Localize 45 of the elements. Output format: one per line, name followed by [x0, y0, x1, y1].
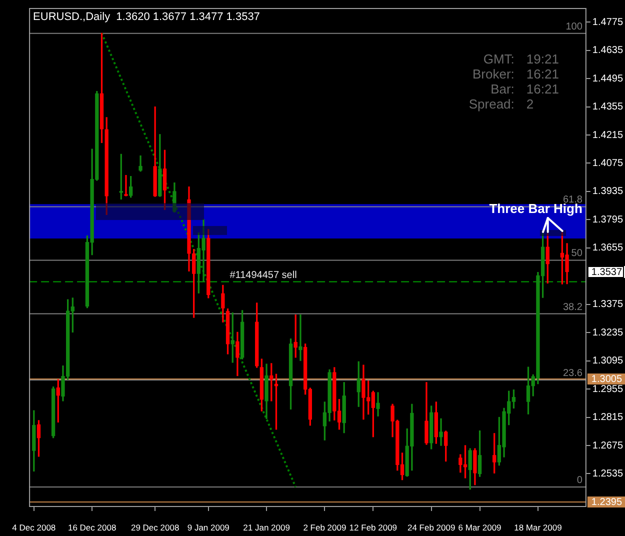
y-tick-label: 1.4215 — [592, 130, 624, 141]
annotation: Three Bar High — [489, 201, 582, 216]
y-tick-label: 1.3375 — [592, 299, 624, 310]
y-tick-label: 1.4355 — [592, 102, 624, 113]
annotation: Bar: 16:21 — [490, 82, 559, 97]
y-tick-label: 1.3235 — [592, 327, 624, 338]
x-tick-label: 18 Mar 2009 — [514, 522, 562, 532]
chart-title: EURUSD.,Daily 1.3620 1.3677 1.3477 1.3537 — [33, 11, 260, 24]
y-tick-label: 1.3795 — [592, 214, 624, 226]
ref-line-label: 50 — [571, 248, 583, 260]
y-tick-label: 1.2535 — [592, 468, 624, 480]
ref-line-label: #11494457 sell — [230, 270, 297, 281]
ref-line-label: 0 — [576, 475, 583, 486]
annotation: GMT: 19:21 — [483, 52, 559, 67]
x-tick-label: 4 Dec 2008 — [12, 522, 56, 532]
annotation: 1.3537 — [591, 266, 622, 278]
y-tick-label: 1.2955 — [592, 384, 624, 395]
y-tick-label: 1.4075 — [592, 158, 624, 169]
y-tick-label: 1.4775 — [592, 16, 624, 28]
candlestick — [298, 314, 302, 361]
x-tick-label: 6 Mar 2009 — [458, 522, 502, 532]
x-tick-label: 21 Jan 2009 — [243, 522, 290, 532]
x-tick-label: 24 Feb 2009 — [407, 522, 456, 532]
annotation: Spread: 2 — [468, 96, 534, 112]
ref-line-label: 23.6 — [562, 368, 583, 379]
y-tick-label: 1.3935 — [592, 186, 624, 198]
y-tick-label: 1.4635 — [592, 45, 624, 56]
candlestick — [439, 418, 443, 446]
x-tick-label: 12 Feb 2009 — [349, 522, 398, 532]
ref-line-label: 1.3005 — [591, 374, 622, 385]
y-tick-label: 1.2815 — [592, 412, 624, 424]
candlestick — [124, 175, 128, 196]
ref-line-label: 100 — [566, 21, 583, 32]
y-tick-label: 1.2675 — [592, 440, 624, 452]
ref-line-label: 38.2 — [562, 302, 583, 313]
y-tick-label: 1.3095 — [592, 356, 624, 367]
candlestick — [376, 392, 380, 416]
x-tick-label: 2 Feb 2009 — [303, 522, 346, 532]
ref-line-label: 1.2395 — [591, 496, 622, 508]
x-tick-label: 16 Dec 2008 — [68, 522, 116, 532]
x-tick-label: 9 Jan 2009 — [187, 522, 230, 532]
x-tick-label: 29 Dec 2008 — [130, 522, 180, 532]
y-tick-label: 1.3655 — [592, 242, 624, 254]
annotation: Broker: 16:21 — [472, 66, 559, 82]
y-tick-label: 1.4495 — [592, 73, 624, 84]
